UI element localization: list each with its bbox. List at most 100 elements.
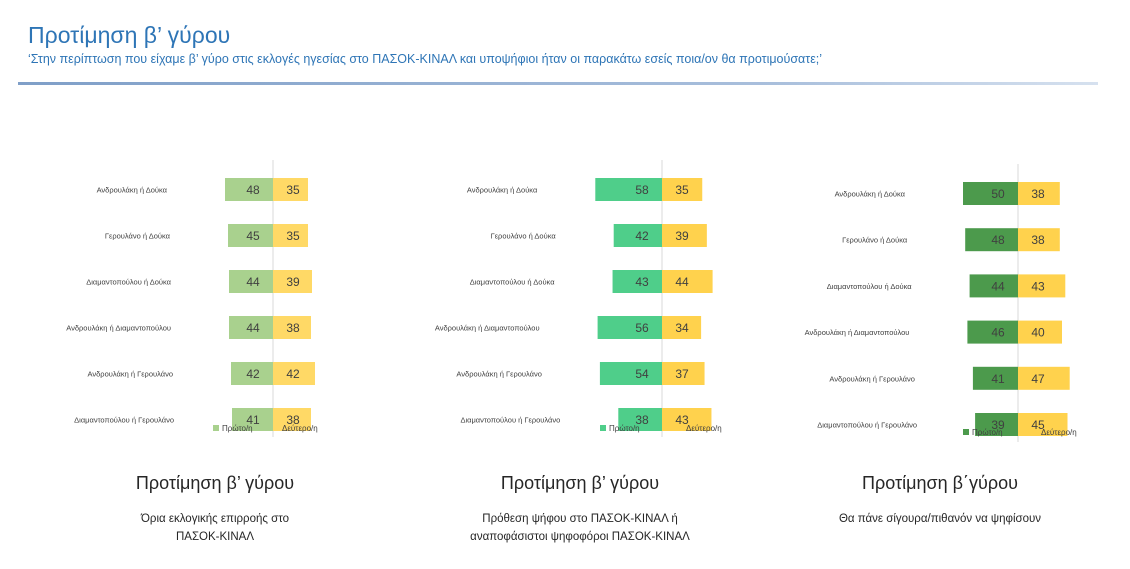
- category-label: Ανδρουλάκη ή Διαμαντοπούλου: [805, 328, 910, 337]
- bar-first: [225, 178, 273, 201]
- bar-first: [228, 224, 273, 247]
- chart-svg: Ανδρουλάκη ή Δούκα 48 35 Γερουλάνο ή Δούκα 4…: [66, 160, 318, 437]
- bar-first: [967, 320, 1018, 344]
- data-label-second: 37: [675, 367, 689, 381]
- bar-second: [662, 270, 713, 293]
- data-label-first: 48: [991, 233, 1005, 247]
- legend-label: Πρώτο/η: [222, 424, 253, 433]
- data-label-second: 40: [1031, 326, 1045, 340]
- panel-title: Προτίμηση β’ γύρου: [500, 473, 660, 493]
- legend-label: Δεύτερο/η: [1041, 428, 1077, 437]
- data-label-first: 38: [635, 413, 649, 427]
- data-label-second: 47: [1031, 372, 1045, 386]
- legend-swatch: [1032, 429, 1038, 435]
- data-label-second: 35: [675, 183, 689, 197]
- bar-first: [613, 224, 662, 247]
- category-label: Ανδρουλάκη ή Δούκα: [467, 186, 538, 195]
- category-label: Γερουλάνο ή Δούκα: [491, 232, 557, 241]
- category-label: Διαμαντοπούλου ή Γερουλάνο: [74, 416, 174, 425]
- bar-second: [273, 408, 311, 431]
- category-label: Διαμαντοπούλου ή Δούκα: [470, 278, 555, 287]
- panel-caption: Όρια εκλογικής επιρροής στο ΠΑΣΟΚ-ΚΙΝΑΛ: [90, 510, 340, 546]
- data-label-second: 45: [1031, 418, 1045, 432]
- page-subtitle: ‘Στην περίπτωση που είχαμε β’ γύρο στις …: [28, 52, 823, 66]
- data-label-first: 56: [635, 321, 649, 335]
- data-label-first: 41: [991, 372, 1005, 386]
- data-label-first: 39: [991, 418, 1005, 432]
- bar-second: [1018, 366, 1070, 390]
- chart-panel-likely-voters: Ανδρουλάκη ή Δούκα 50 38 Γερουλάνο ή Δούκα 4…: [760, 150, 1130, 450]
- bar-second: [1018, 274, 1066, 298]
- legend-label: Πρώτο/η: [609, 424, 640, 433]
- bar-second: [662, 224, 707, 247]
- bar-first: [969, 274, 1018, 298]
- data-label-second: 38: [286, 321, 300, 335]
- category-label: Ανδρουλάκη ή Γερουλάνο: [456, 370, 541, 379]
- panel-caption-line: ΠΑΣΟΚ-ΚΙΝΑΛ: [175, 531, 255, 543]
- bar-second: [273, 178, 308, 201]
- data-label-first: 45: [246, 229, 260, 243]
- legend-label: Δεύτερο/η: [282, 424, 318, 433]
- bar-first: [972, 366, 1018, 390]
- legend-label: Δεύτερο/η: [686, 424, 722, 433]
- bar-first: [599, 362, 662, 385]
- data-label-second: 42: [286, 367, 300, 381]
- data-label-first: 41: [246, 413, 260, 427]
- bar-second: [662, 362, 705, 385]
- bar-first: [595, 178, 662, 201]
- data-label-second: 38: [286, 413, 300, 427]
- panel-caption: Πρόθεση ψήφου στο ΠΑΣΟΚ-ΚΙΝΑΛ ή αναποφάσ…: [435, 510, 725, 546]
- data-label-second: 44: [675, 275, 689, 289]
- data-label-second: 39: [675, 229, 689, 243]
- data-label-second: 38: [1031, 187, 1045, 201]
- data-label-second: 39: [286, 275, 300, 289]
- panel-caption-line: Όρια εκλογικής επιρροής στο: [141, 513, 289, 525]
- legend-swatch: [677, 425, 683, 431]
- bar-first: [231, 362, 273, 385]
- data-label-first: 44: [991, 279, 1005, 293]
- bar-first: [618, 408, 662, 431]
- chart-svg: Ανδρουλάκη ή Δούκα 50 38 Γερουλάνο ή Δούκα 4…: [805, 164, 1077, 442]
- legend-swatch: [273, 425, 279, 431]
- legend-label: Πρώτο/η: [972, 428, 1003, 437]
- category-label: Διαμαντοπούλου ή Γερουλάνο: [460, 416, 560, 425]
- data-label-first: 50: [991, 187, 1005, 201]
- data-label-first: 42: [246, 367, 260, 381]
- legend-swatch: [213, 425, 219, 431]
- data-label-second: 34: [675, 321, 689, 335]
- chart-panel-vote-intention: Ανδρουλάκη ή Δούκα 58 35 Γερουλάνο ή Δούκα 4…: [400, 150, 770, 450]
- panel-title: Προτίμηση β΄γύρου: [862, 473, 1018, 493]
- data-label-second: 43: [675, 413, 689, 427]
- data-label-first: 44: [246, 321, 260, 335]
- data-label-first: 58: [635, 183, 649, 197]
- bar-second: [1018, 182, 1060, 205]
- category-label: Ανδρουλάκη ή Δούκα: [835, 190, 906, 199]
- bar-second: [273, 270, 312, 293]
- bar-first: [612, 270, 662, 293]
- bar-second: [662, 178, 703, 201]
- bar-second: [662, 316, 702, 339]
- data-label-first: 42: [635, 229, 649, 243]
- data-label-second: 38: [1031, 233, 1045, 247]
- panel-caption: Θα πάνε σίγουρα/πιθανόν να ψηφίσουν: [800, 510, 1080, 528]
- header-divider: [18, 82, 1098, 85]
- category-label: Διαμαντοπούλου ή Γερουλάνο: [817, 421, 917, 430]
- bar-first: [965, 228, 1018, 252]
- category-label: Ανδρουλάκη ή Διαμαντοπούλου: [66, 324, 171, 333]
- bar-second: [273, 224, 308, 247]
- category-label: Διαμαντοπούλου ή Δούκα: [827, 282, 912, 291]
- bar-first: [232, 408, 273, 431]
- data-label-first: 48: [246, 183, 260, 197]
- panel-caption-line: Θα πάνε σίγουρα/πιθανόν να ψηφίσουν: [838, 513, 1042, 525]
- data-label-first: 54: [635, 367, 649, 381]
- legend-swatch: [963, 429, 969, 435]
- data-label-first: 46: [991, 326, 1005, 340]
- bar-second: [662, 408, 712, 431]
- bar-second: [273, 362, 315, 385]
- bar-first: [975, 413, 1018, 436]
- category-label: Ανδρουλάκη ή Γερουλάνο: [829, 374, 914, 383]
- bar-second: [1018, 320, 1062, 344]
- chart-svg: Ανδρουλάκη ή Δούκα 58 35 Γερουλάνο ή Δούκα 4…: [435, 160, 722, 437]
- category-label: Ανδρουλάκη ή Γερουλάνο: [88, 370, 173, 379]
- bar-first: [597, 316, 662, 339]
